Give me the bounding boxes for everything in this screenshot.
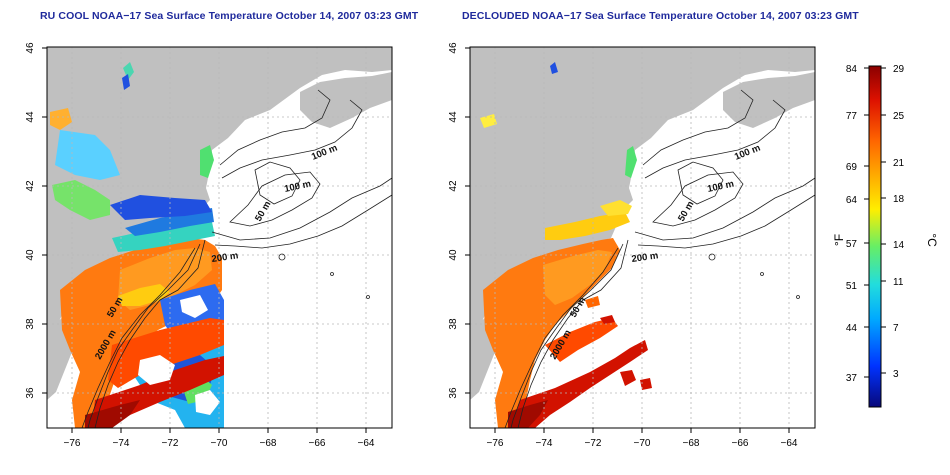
left-lon-tick: −74 xyxy=(113,438,130,449)
left-bathymetry-contours xyxy=(81,89,393,429)
left-lon-labels: −76 −74 −72 −70 −68 −66 −64 xyxy=(64,438,375,449)
contour-label-200m: 200 m xyxy=(631,250,659,265)
left-lat-labels: 46 44 42 40 38 36 xyxy=(25,42,36,399)
left-ticks xyxy=(42,47,367,433)
colorbar-c-tick: 25 xyxy=(893,111,905,122)
right-lon-tick: −64 xyxy=(781,438,798,449)
colorbar-c-tick: 14 xyxy=(893,240,905,251)
colorbar-f-tick: 77 xyxy=(846,111,858,122)
colorbar-f-tick: 37 xyxy=(846,373,858,384)
right-lon-tick: −76 xyxy=(487,438,504,449)
left-map-title: RU COOL NOAA−17 Sea Surface Temperature … xyxy=(40,10,419,22)
left-lat-tick: 44 xyxy=(25,111,36,123)
colorbar-c-tick: 11 xyxy=(893,277,904,288)
right-lon-tick: −70 xyxy=(634,438,651,449)
left-nova-scotia xyxy=(300,72,392,128)
left-lon-tick: −70 xyxy=(211,438,228,449)
left-lat-tick: 46 xyxy=(25,42,36,54)
right-lon-tick: −72 xyxy=(585,438,602,449)
contour-label-100m-b: 100 m xyxy=(283,179,312,195)
contour-label-100m-b: 100 m xyxy=(706,179,735,195)
right-nova-scotia xyxy=(723,72,815,128)
right-ticks xyxy=(465,47,790,433)
left-lon-tick: −68 xyxy=(260,438,277,449)
left-lat-tick: 40 xyxy=(25,249,36,261)
left-map-panel: 100 m 100 m 50 m 200 m 50 m 2000 m −76 −… xyxy=(25,42,393,449)
celsius-labels: 29 25 21 18 14 11 7 3 xyxy=(893,64,905,380)
colorbar-f-tick: 44 xyxy=(846,323,858,334)
colorbar-f-tick: 51 xyxy=(846,281,858,292)
right-lon-tick: −68 xyxy=(683,438,700,449)
colorbar-scale xyxy=(868,65,882,408)
colorbar-ticks xyxy=(864,67,886,378)
right-sst-data xyxy=(480,62,652,428)
right-map-panel: 100 m 100 m 50 m 200 m 50 m 2000 m −76 −… xyxy=(448,42,816,449)
colorbar-c-tick: 29 xyxy=(893,64,905,75)
colorbar-c-tick: 18 xyxy=(893,194,905,205)
right-lat-tick: 46 xyxy=(448,42,459,54)
colorbar-f-tick: 57 xyxy=(846,239,858,250)
colorbar-f-tick: 64 xyxy=(846,195,858,206)
right-grid xyxy=(470,47,815,428)
right-lat-tick: 36 xyxy=(448,387,459,399)
fahrenheit-labels: 84 77 69 64 57 51 44 37 xyxy=(846,64,858,384)
left-land-mass xyxy=(47,47,392,332)
colorbar-f-tick: 84 xyxy=(846,64,858,75)
left-lon-tick: −72 xyxy=(162,438,179,449)
left-lat-tick: 36 xyxy=(25,387,36,399)
left-lon-tick: −76 xyxy=(64,438,81,449)
colorbar-f-tick: 69 xyxy=(846,162,858,173)
contour-label-200m: 200 m xyxy=(211,250,239,265)
left-lat-tick: 38 xyxy=(25,318,36,330)
colorbar-c-tick: 3 xyxy=(893,369,899,380)
right-lat-tick: 40 xyxy=(448,249,459,261)
right-lon-tick: −66 xyxy=(732,438,749,449)
left-sst-data xyxy=(50,62,224,428)
fahrenheit-unit-label: °F xyxy=(832,234,846,246)
right-land-mass xyxy=(470,47,815,332)
colorbar-c-tick: 7 xyxy=(893,323,899,334)
right-lon-labels: −76 −74 −72 −70 −68 −66 −64 xyxy=(487,438,798,449)
celsius-unit-label: °C xyxy=(925,233,939,247)
left-lon-tick: −64 xyxy=(358,438,375,449)
right-bathymetry-contours xyxy=(504,89,816,429)
left-lat-tick: 42 xyxy=(25,180,36,192)
right-lat-tick: 42 xyxy=(448,180,459,192)
left-grid xyxy=(47,47,392,428)
right-lat-tick: 38 xyxy=(448,318,459,330)
right-lat-labels: 46 44 42 40 38 36 xyxy=(448,42,459,399)
colorbar-c-tick: 21 xyxy=(893,158,905,169)
right-lat-tick: 44 xyxy=(448,111,459,123)
left-lon-tick: −66 xyxy=(309,438,326,449)
right-map-title: DECLOUDED NOAA−17 Sea Surface Temperatur… xyxy=(462,10,859,22)
right-lon-tick: −74 xyxy=(536,438,553,449)
temperature-colorbar: 84 77 69 64 57 51 44 37 29 25 21 18 14 1… xyxy=(832,64,939,408)
